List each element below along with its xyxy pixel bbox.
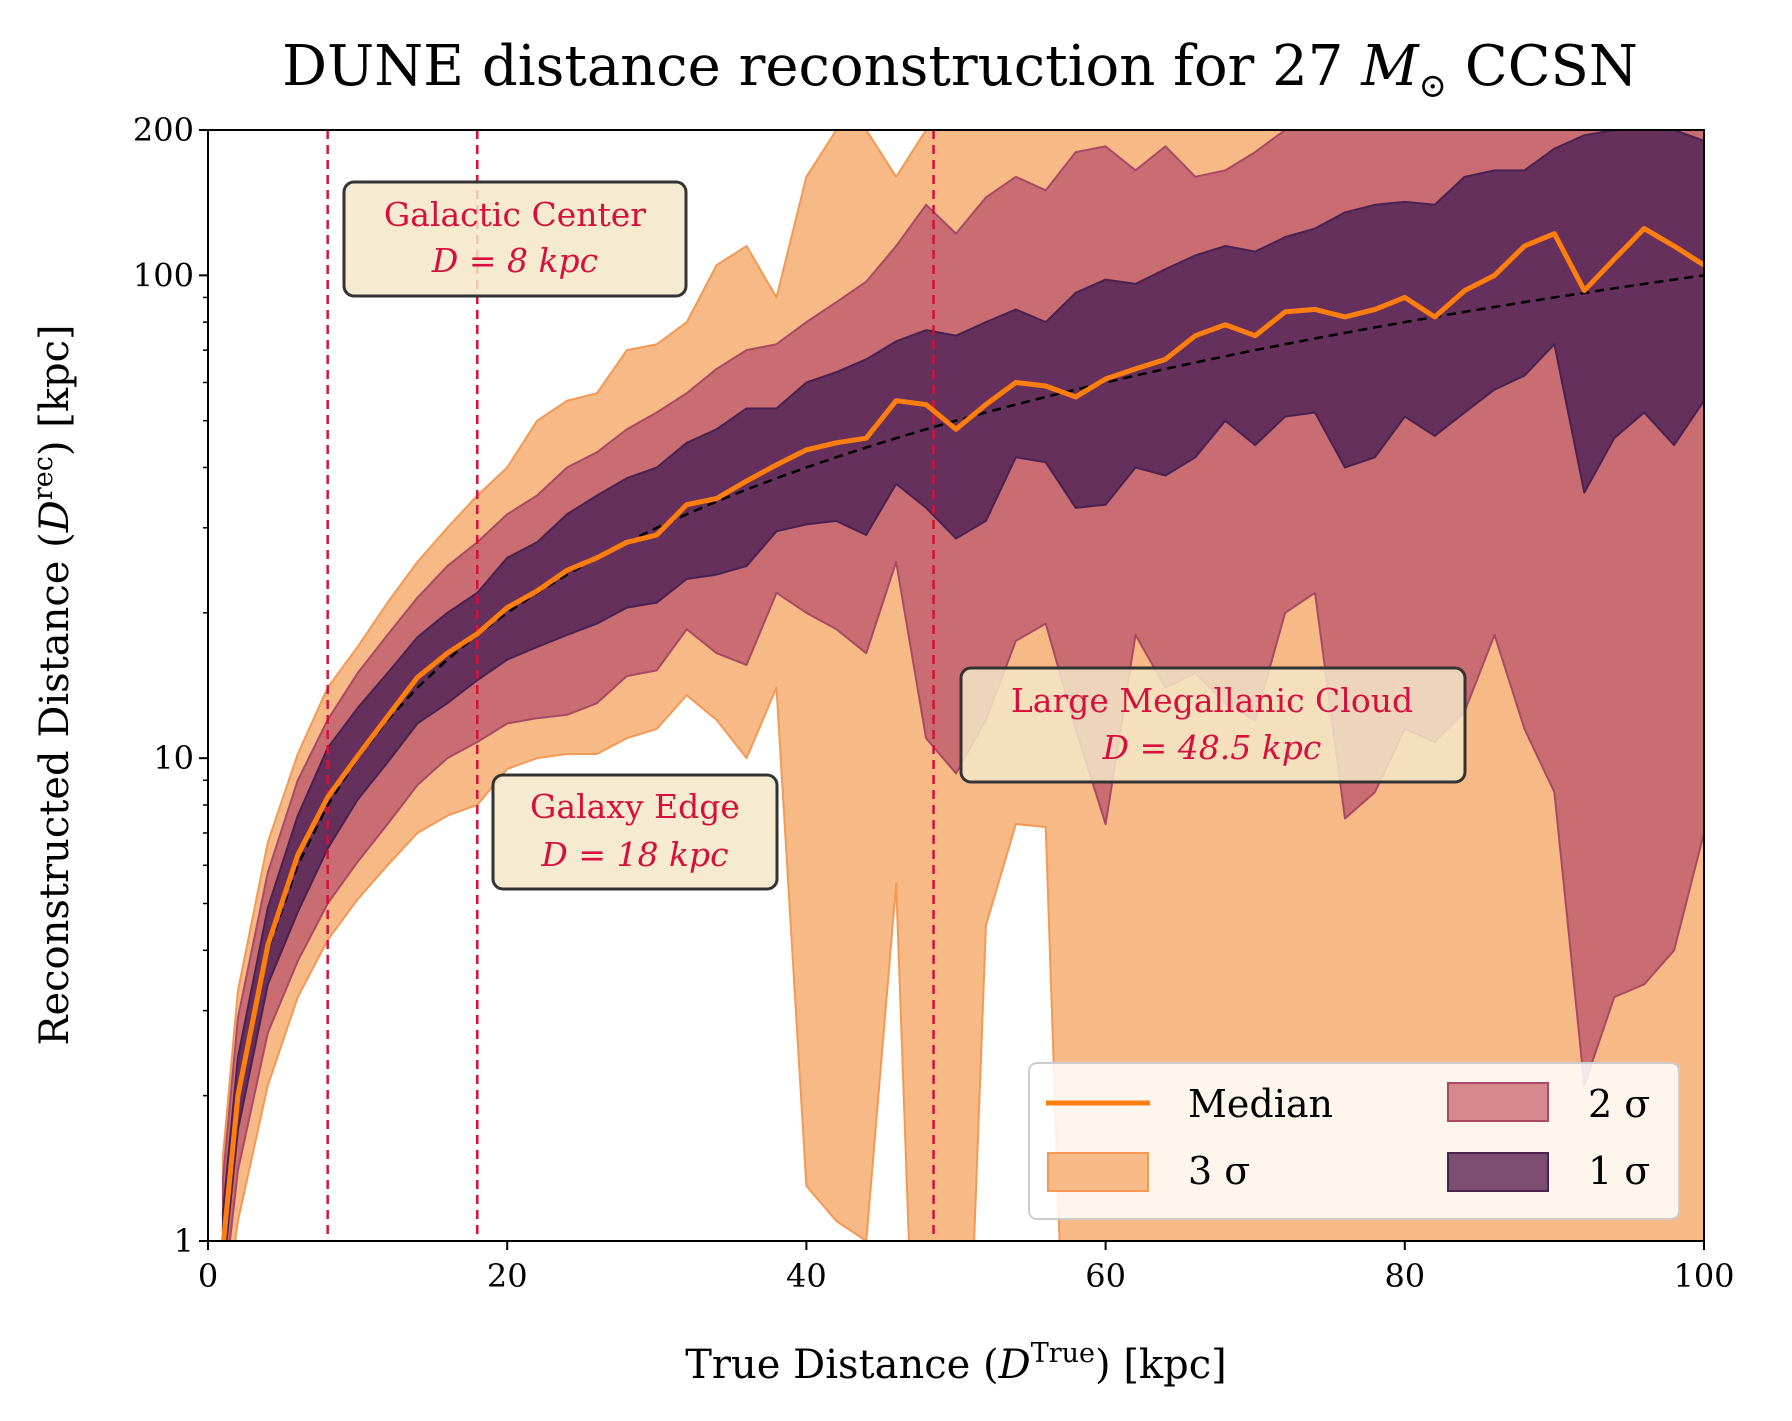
x-axis-label: True Distance (DTrue) [kpc] — [685, 1338, 1227, 1388]
median-line — [221, 226, 1704, 1241]
legend-sigma1-label: 1 σ — [1588, 1149, 1650, 1193]
legend: Median 3 σ 2 σ 1 σ — [1028, 1062, 1680, 1220]
marker-lines — [326, 130, 935, 1241]
x-tick-label-2: 40 — [786, 1257, 827, 1295]
x-axis: 0 20 40 60 80 100 — [198, 1241, 1735, 1295]
annotation-galaxy-edge: Galaxy Edge D = 18 kpc — [491, 773, 779, 891]
x-tick-label-4: 80 — [1384, 1257, 1425, 1295]
annotation-galactic-center-name: Galactic Center — [384, 195, 646, 234]
legend-sigma1-swatch — [1447, 1152, 1549, 1192]
reference-line — [221, 274, 1704, 1241]
y-tick-label-2: 100 — [133, 256, 194, 294]
legend-sigma3-swatch — [1047, 1152, 1149, 1192]
legend-sigma3-label: 3 σ — [1188, 1149, 1250, 1193]
legend-sigma2-swatch — [1447, 1082, 1549, 1122]
y-axis: 1 10 100 200 — [133, 111, 208, 1260]
legend-sigma2-label: 2 σ — [1588, 1082, 1650, 1126]
y-tick-label-3: 200 — [133, 111, 194, 149]
x-tick-label-1: 20 — [487, 1257, 528, 1295]
x-tick-label-0: 0 — [198, 1257, 218, 1295]
y-tick-label-0: 1 — [174, 1222, 194, 1260]
annotation-galactic-center: Galactic Center D = 8 kpc — [342, 180, 688, 298]
legend-median-label: Median — [1188, 1082, 1333, 1126]
plot-frame — [207, 129, 1705, 1242]
y-tick-label-1: 10 — [153, 739, 194, 777]
x-tick-label-5: 100 — [1673, 1257, 1734, 1295]
annotation-lmc: Large Megallanic Cloud D = 48.5 kpc — [959, 666, 1467, 784]
sigma1-band — [221, 130, 1704, 1241]
annotation-galactic-center-distance: D = 8 kpc — [431, 241, 598, 280]
annotation-galaxy-edge-name: Galaxy Edge — [530, 787, 740, 826]
x-tick-label-3: 60 — [1085, 1257, 1126, 1295]
annotation-lmc-name: Large Megallanic Cloud — [1011, 681, 1413, 720]
annotation-lmc-distance: D = 48.5 kpc — [1102, 728, 1322, 767]
annotation-galaxy-edge-distance: D = 18 kpc — [540, 835, 728, 874]
y-axis-label: Reconstructed Distance (Drec) [kpc] — [28, 324, 78, 1045]
chart-title: DUNE distance reconstruction for 27 M⊙ C… — [282, 34, 1638, 106]
